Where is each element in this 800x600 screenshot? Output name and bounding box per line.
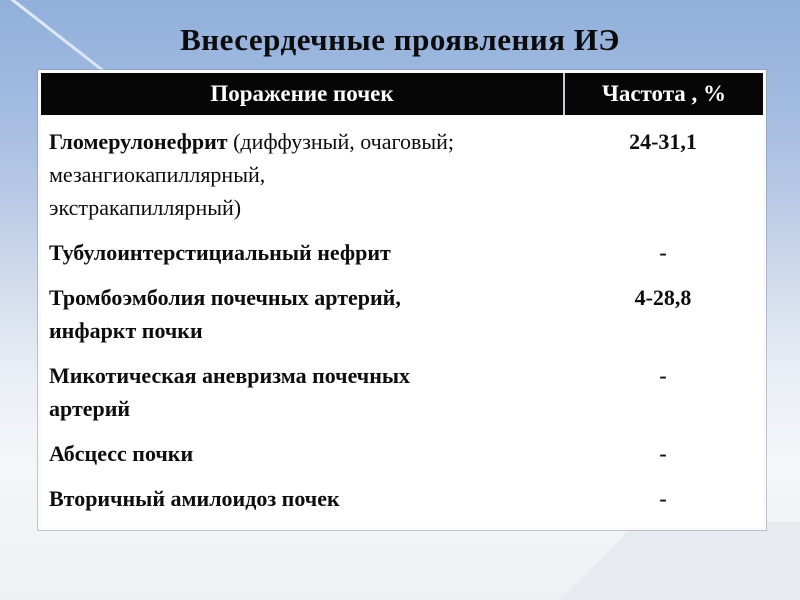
row-label: Микотическая аневризма почечных артерий (49, 363, 411, 421)
row-label: Абсцесс почки (49, 441, 194, 466)
kidney-manifestations-table: Поражение почек Частота , % Гломерулонеф… (38, 70, 766, 530)
table-row: Вторичный амилоидоз почек - (41, 482, 763, 515)
table-row: Тубулоинтерстициальный нефрит - (41, 236, 763, 269)
column-header-frequency: Частота , % (563, 73, 763, 115)
row-label: Гломерулонефрит (диффузный, очаговый; ме… (49, 129, 455, 220)
corner-decoration (560, 522, 800, 600)
row-value: - (659, 363, 667, 388)
table-row: Тромбоэмболия почечных артерий, инфаркт … (41, 281, 763, 347)
row-value: 24-31,1 (629, 129, 697, 154)
table-body: Гломерулонефрит (диффузный, очаговый; ме… (41, 115, 763, 527)
row-label: Тубулоинтерстициальный нефрит (49, 240, 391, 265)
table-row: Гломерулонефрит (диффузный, очаговый; ме… (41, 125, 763, 224)
table-row: Абсцесс почки - (41, 437, 763, 470)
row-value: - (659, 240, 667, 265)
slide-title: Внесердечные проявления ИЭ (180, 22, 620, 57)
table-row: Микотическая аневризма почечных артерий … (41, 359, 763, 425)
row-value: - (659, 441, 667, 466)
table-header-row: Поражение почек Частота , % (41, 73, 763, 115)
row-label: Тромбоэмболия почечных артерий, инфаркт … (49, 285, 401, 343)
row-value: 4-28,8 (634, 285, 692, 310)
row-label: Вторичный амилоидоз почек (49, 486, 340, 511)
column-header-lesion: Поражение почек (210, 81, 394, 106)
row-value: - (659, 486, 667, 511)
